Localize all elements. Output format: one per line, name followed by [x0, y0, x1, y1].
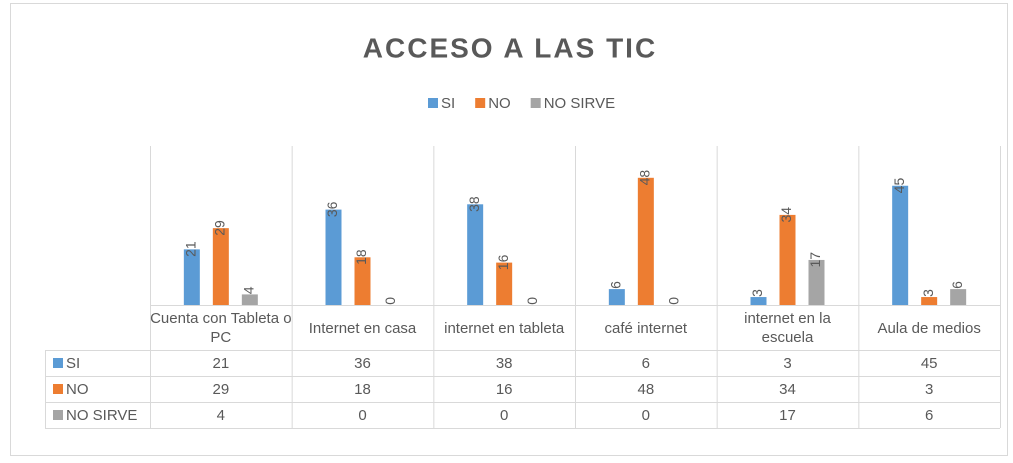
x-tick-label: internet en la escuela — [744, 310, 831, 346]
data-label: 0 — [382, 297, 398, 305]
legend-label: NO SIRVE — [544, 95, 615, 112]
bar — [467, 204, 484, 305]
bar — [325, 209, 342, 305]
x-tick-label: Aula de medios — [877, 319, 981, 337]
x-tick-label: Internet en casa — [308, 319, 417, 337]
table-value: 36 — [354, 355, 371, 372]
bar — [921, 297, 938, 305]
bar — [608, 289, 625, 305]
table-value: 3 — [783, 355, 791, 372]
data-label: 36 — [324, 201, 340, 217]
table-value: 38 — [496, 355, 513, 372]
category-cell: Cuenta con Tableta o PC — [150, 310, 292, 346]
row-label: SI — [66, 355, 80, 372]
table-value: 0 — [358, 407, 366, 424]
table-value: 0 — [642, 407, 650, 424]
data-label: 48 — [637, 170, 653, 186]
table-value: 16 — [496, 381, 513, 398]
category-cell: internet en la escuela — [744, 310, 831, 346]
row-label: NO SIRVE — [66, 407, 137, 424]
table-value: 6 — [925, 407, 933, 424]
bar — [241, 294, 258, 305]
data-label: 38 — [466, 196, 482, 212]
legend-swatch — [53, 384, 63, 394]
category-cell: Aula de medios — [877, 319, 981, 337]
table-value: 3 — [925, 381, 933, 398]
table-value: 6 — [642, 355, 650, 372]
table-value: 0 — [500, 407, 508, 424]
bar — [779, 214, 796, 305]
bar — [808, 259, 825, 305]
data-label: 45 — [891, 178, 907, 194]
x-tick-label: café internet — [604, 319, 688, 337]
bar — [212, 228, 229, 305]
data-label: 29 — [212, 220, 228, 236]
table-value: 21 — [212, 355, 229, 372]
legend-swatch — [475, 98, 486, 108]
bar — [637, 177, 654, 305]
data-label: 6 — [608, 281, 624, 289]
bar — [183, 249, 200, 305]
legend-swatch — [53, 358, 63, 368]
bar — [496, 262, 513, 305]
table-value: 29 — [212, 381, 229, 398]
category-cell: Internet en casa — [308, 319, 417, 337]
legend-swatch — [53, 410, 63, 420]
legend-label: NO — [488, 95, 511, 112]
legend-swatch — [428, 98, 438, 108]
data-label: 21 — [183, 241, 199, 257]
legend-label: SI — [441, 95, 455, 112]
bar — [354, 257, 371, 305]
table-value: 17 — [779, 407, 796, 424]
chart-title: ACCESO A LAS TIC — [363, 32, 657, 63]
data-label: 6 — [949, 281, 965, 289]
bar — [950, 289, 967, 305]
table-value: 34 — [779, 381, 796, 398]
bar — [750, 297, 767, 305]
category-cell: internet en tableta — [444, 319, 565, 337]
table-value: 4 — [217, 407, 225, 424]
data-label: 4 — [241, 286, 257, 294]
chart-border — [10, 3, 1008, 456]
table-value: 48 — [637, 381, 654, 398]
category-cell: café internet — [604, 319, 688, 337]
data-label: 17 — [807, 252, 823, 268]
data-label: 3 — [920, 289, 936, 297]
data-label: 34 — [778, 207, 794, 223]
data-label: 0 — [524, 297, 540, 305]
x-tick-label: internet en tableta — [444, 319, 565, 337]
row-label: NO — [66, 381, 89, 398]
table-value: 45 — [921, 355, 938, 372]
x-tick-label: Cuenta con Tableta o PC — [150, 310, 292, 346]
table-value: 18 — [354, 381, 371, 398]
data-label: 3 — [749, 289, 765, 297]
legend-swatch — [530, 98, 541, 108]
bar — [892, 185, 909, 305]
data-label: 0 — [666, 297, 682, 305]
data-label: 16 — [495, 254, 511, 270]
data-label: 18 — [353, 249, 369, 265]
